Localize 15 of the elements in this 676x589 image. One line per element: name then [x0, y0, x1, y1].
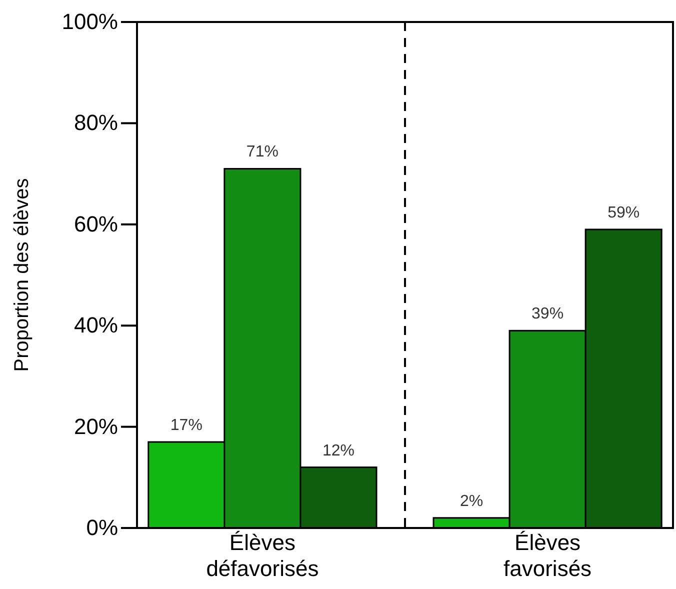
- data-label: 59%: [608, 204, 640, 222]
- y-tick-label: 80%: [74, 110, 118, 136]
- x-tick-label: Élèves favorisés: [504, 530, 592, 581]
- y-tick-label: 20%: [74, 414, 118, 439]
- x-tick-label: Élèves défavorisés: [206, 530, 319, 581]
- y-tick-label: 100%: [62, 9, 118, 34]
- data-label: 12%: [322, 442, 354, 460]
- y-tick-label: 40%: [74, 312, 118, 338]
- data-label: 39%: [532, 306, 564, 323]
- data-label: 17%: [170, 416, 202, 434]
- y-tick-label: 0%: [86, 515, 118, 540]
- y-tick-label: 60%: [74, 211, 118, 236]
- data-label: 2%: [460, 492, 484, 510]
- data-label: 71%: [246, 144, 278, 161]
- y-axis-title: Proportion des élèves: [11, 178, 33, 372]
